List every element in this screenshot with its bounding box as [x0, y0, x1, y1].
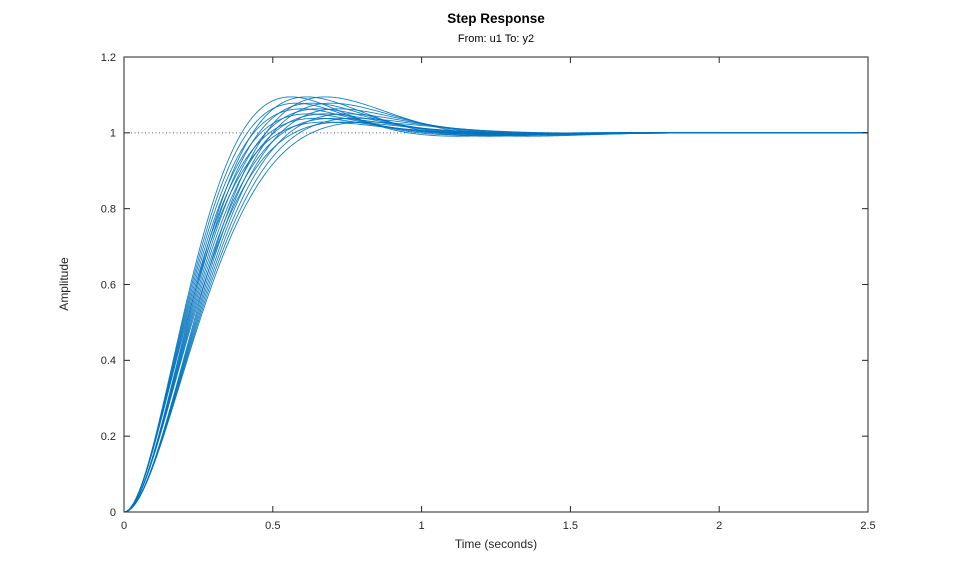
y-tick-label: 0.6 — [101, 279, 116, 291]
step-response-curve — [123, 121, 868, 513]
axis-ticks: 0 0.5 1 1.5 2 2.5 0 0.2 0.4 0.6 0.8 1 1.2 — [101, 52, 876, 532]
y-tick-label: 0.4 — [101, 355, 116, 367]
y-tick-label: 0.2 — [101, 431, 116, 443]
plot-area: 0 0.5 1 1.5 2 2.5 0 0.2 0.4 0.6 0.8 1 1.2 — [101, 52, 876, 532]
y-tick-label: 0 — [110, 507, 116, 519]
x-tick-label: 1.5 — [563, 520, 578, 532]
y-tick-label: 1 — [110, 128, 116, 140]
step-response-curve — [123, 96, 868, 513]
y-tick-label: 0.8 — [101, 204, 116, 216]
x-axis-label: Time (seconds) — [455, 537, 537, 551]
x-tick-label: 0 — [121, 520, 127, 532]
chart-subtitle: From: u1 To: y2 — [458, 33, 534, 45]
step-response-curve — [123, 96, 868, 513]
y-axis-label: Amplitude — [57, 257, 71, 311]
x-tick-label: 1 — [419, 520, 425, 532]
chart-title: Step Response — [447, 11, 545, 26]
step-response-curve — [123, 117, 868, 513]
step-response-curve — [123, 96, 868, 513]
x-tick-label: 2 — [716, 520, 722, 532]
y-tick-label: 1.2 — [101, 52, 116, 64]
x-tick-label: 2.5 — [860, 520, 875, 532]
axes-box — [123, 56, 869, 513]
x-tick-label: 0.5 — [265, 520, 280, 532]
step-response-curve — [123, 117, 868, 513]
response-curves — [123, 96, 868, 513]
step-response-curve — [123, 117, 868, 513]
